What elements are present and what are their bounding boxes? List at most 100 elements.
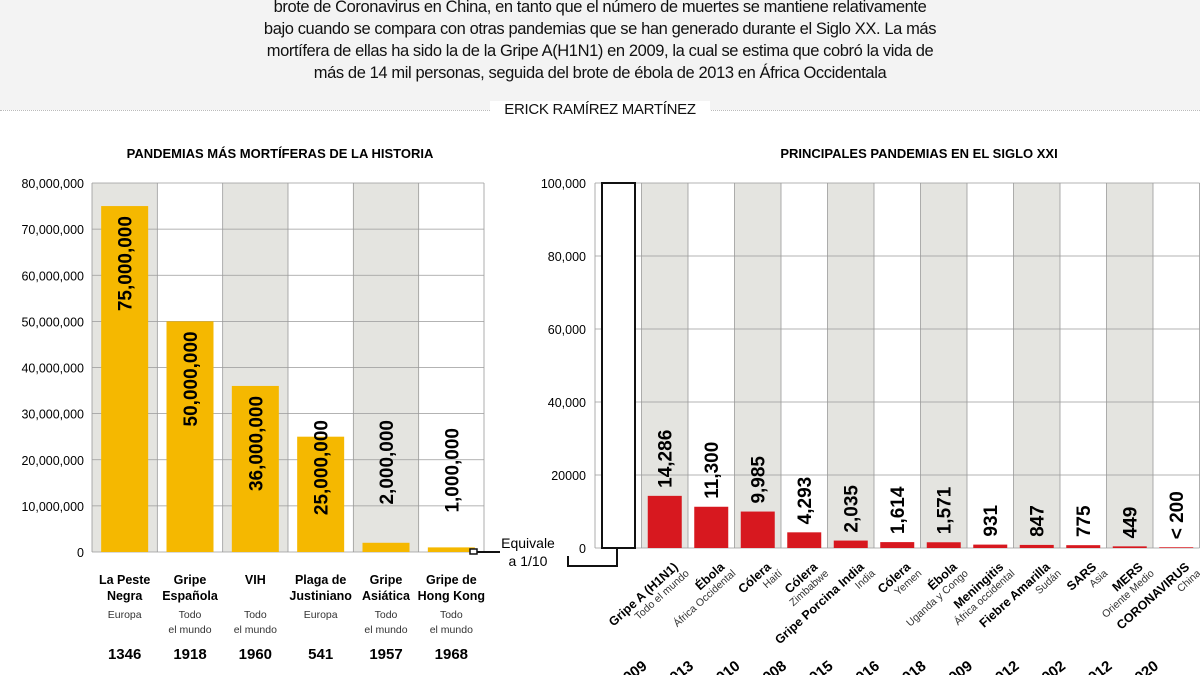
y-tick-label: 100,000 [541,177,586,191]
category-label: Gripe de [426,573,477,587]
y-tick-label: 70,000,000 [21,223,84,237]
data-label: 2,000,000 [377,420,398,505]
bar [1112,546,1147,548]
note-line-1: Equivale [501,535,555,551]
bar [1159,547,1194,548]
category-label: Gripe [174,573,207,587]
data-label: 1,614 [888,486,909,534]
year-label: 1957 [369,646,402,663]
year-label: 1918 [173,646,206,663]
bar [101,206,149,552]
category-label: VIH [245,573,266,587]
year-label: 2020 [1125,657,1162,675]
category-label: Asiática [362,589,411,603]
category-label: Gripe [370,573,403,587]
bar [362,542,410,552]
region-label: el mundo [430,624,473,636]
year-label: 2009 [939,657,976,675]
data-label: 14,286 [656,430,677,488]
category-label: Hong Kong [418,589,485,603]
bar [787,532,822,548]
region-label: el mundo [234,624,277,636]
column-shade [1013,183,1060,548]
bar [880,542,915,548]
y-tick-label: 0 [77,546,84,560]
category-label: Justiniano [289,589,352,603]
year-label: 2012 [986,657,1023,675]
data-label: 449 [1121,507,1142,539]
data-label: 9,985 [749,456,770,504]
data-label: 75,000,000 [116,216,137,311]
data-label: 847 [1028,505,1049,537]
y-tick-label: 80,000 [548,250,586,264]
author-byline: ERICK RAMÍREZ MARTÍNEZ [0,101,1200,118]
column-shade [641,183,688,548]
year-label: 541 [308,646,333,663]
data-label: 25,000,000 [312,420,333,515]
region-label: Europa [108,609,142,621]
author-name: ERICK RAMÍREZ MARTÍNEZ [490,101,710,118]
region-label: el mundo [168,624,211,636]
intro-line: bajo cuando se compara con otras pandemi… [263,20,937,38]
data-label: 775 [1074,505,1095,537]
scale-marker [469,548,478,555]
y-tick-label: 20,000,000 [21,454,84,468]
y-tick-label: 20000 [551,469,586,483]
bar [231,385,279,552]
connector-bracket [567,548,618,567]
data-label: 2,035 [842,485,863,533]
year-label: 2015 [800,657,837,675]
year-label: 1968 [435,646,468,663]
scale-note: Equivale a 1/10 [469,535,618,569]
year-label: 2009 [614,657,651,675]
year-label: 2018 [893,657,930,675]
intro-line: mortífera de ellas ha sido la de la Grip… [266,42,934,60]
bar [1066,545,1101,548]
left-chart-title: PANDEMIAS MÁS MORTÍFERAS DE LA HISTORIA [127,146,434,161]
region-label: Todo [375,609,398,621]
bar [647,495,682,548]
y-tick-label: 40,000 [548,396,586,410]
year-label: 2013 [660,657,697,675]
column-shade [827,183,874,548]
column-shade [734,183,781,548]
region-label: Todo [179,609,202,621]
year-label: 2016 [846,657,883,675]
header: brote de Coronavirus en China, en tanto … [0,0,1200,110]
data-label: 11,300 [702,442,723,499]
data-label: 50,000,000 [181,331,202,426]
note-line-2: a 1/10 [509,553,548,569]
category-label: Plaga de [295,573,346,587]
y-tick-label: 60,000,000 [21,269,84,283]
data-label: 931 [981,504,1002,536]
year-label: 2002 [1032,657,1069,675]
year-label: 2008 [753,657,790,675]
bar [1019,544,1054,548]
year-label: 2012 [1079,657,1116,675]
bar [694,506,729,548]
column-shade [920,183,967,548]
year-label: 1346 [108,646,141,663]
category-label: La Peste [99,573,150,587]
region-label: Todo [440,609,463,621]
y-tick-label: 40,000,000 [21,362,84,376]
data-label: 1,571 [935,486,956,534]
bar [740,511,775,548]
bar [297,436,345,552]
intro-line: más de 14 mil personas, seguida del brot… [313,64,887,82]
bar [973,544,1008,548]
bar [833,540,868,548]
data-label: 36,000,000 [246,396,267,491]
region-label: Todo [244,609,267,621]
intro-text: brote de Coronavirus en China, en tanto … [200,0,1000,84]
bar [166,321,214,552]
right-chart-title: PRINCIPALES PANDEMIAS EN EL SIGLO XXI [780,146,1057,161]
y-tick-label: 0 [579,542,586,556]
region-label: el mundo [364,624,407,636]
year-label: 1960 [239,646,272,663]
bar [926,542,961,548]
